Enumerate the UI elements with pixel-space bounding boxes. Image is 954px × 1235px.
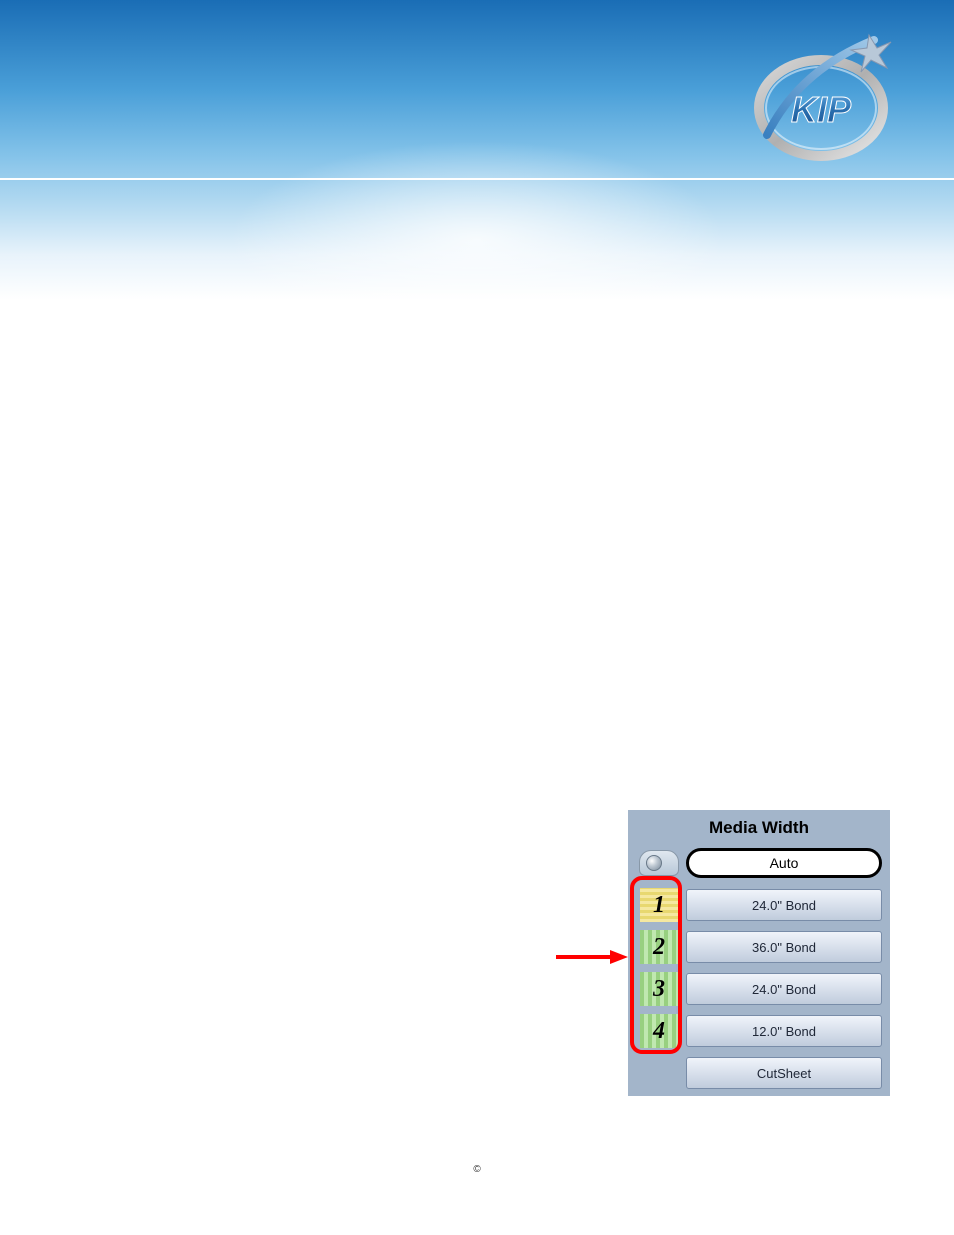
roll-button-1[interactable]: 24.0" Bond bbox=[686, 889, 882, 921]
camera-icon bbox=[639, 850, 679, 876]
roll-button-4[interactable]: 12.0" Bond bbox=[686, 1015, 882, 1047]
header-glow bbox=[227, 140, 727, 340]
media-width-panel: Media Width Auto 1 24.0" Bond 2 36.0" Bo… bbox=[628, 810, 890, 1096]
roll-row-4: 4 12.0" Bond bbox=[636, 1012, 882, 1050]
roll-button-3[interactable]: 24.0" Bond bbox=[686, 973, 882, 1005]
roll-indicator-2: 2 bbox=[636, 929, 682, 965]
panel-title: Media Width bbox=[636, 818, 882, 838]
roll-button-2[interactable]: 36.0" Bond bbox=[686, 931, 882, 963]
camera-icon-container bbox=[636, 845, 682, 881]
roll-row-1: 1 24.0" Bond bbox=[636, 886, 882, 924]
roll-indicator-3: 3 bbox=[636, 971, 682, 1007]
kip-logo: KIP bbox=[749, 30, 894, 165]
cutsheet-row: CutSheet bbox=[636, 1054, 882, 1092]
roll-number-3: 3 bbox=[640, 972, 678, 1006]
auto-row: Auto bbox=[636, 844, 882, 882]
roll-number-1: 1 bbox=[640, 888, 678, 922]
header-divider bbox=[0, 178, 954, 180]
svg-text:KIP: KIP bbox=[791, 89, 852, 130]
roll-number-4: 4 bbox=[640, 1014, 678, 1048]
auto-button[interactable]: Auto bbox=[686, 848, 882, 878]
callout-arrow bbox=[556, 949, 628, 965]
roll-indicator-4: 4 bbox=[636, 1013, 682, 1049]
roll-number-2: 2 bbox=[640, 930, 678, 964]
roll-indicator-1: 1 bbox=[636, 887, 682, 923]
roll-row-3: 3 24.0" Bond bbox=[636, 970, 882, 1008]
roll-row-2: 2 36.0" Bond bbox=[636, 928, 882, 966]
copyright-text: © bbox=[473, 1164, 480, 1175]
cutsheet-button[interactable]: CutSheet bbox=[686, 1057, 882, 1089]
